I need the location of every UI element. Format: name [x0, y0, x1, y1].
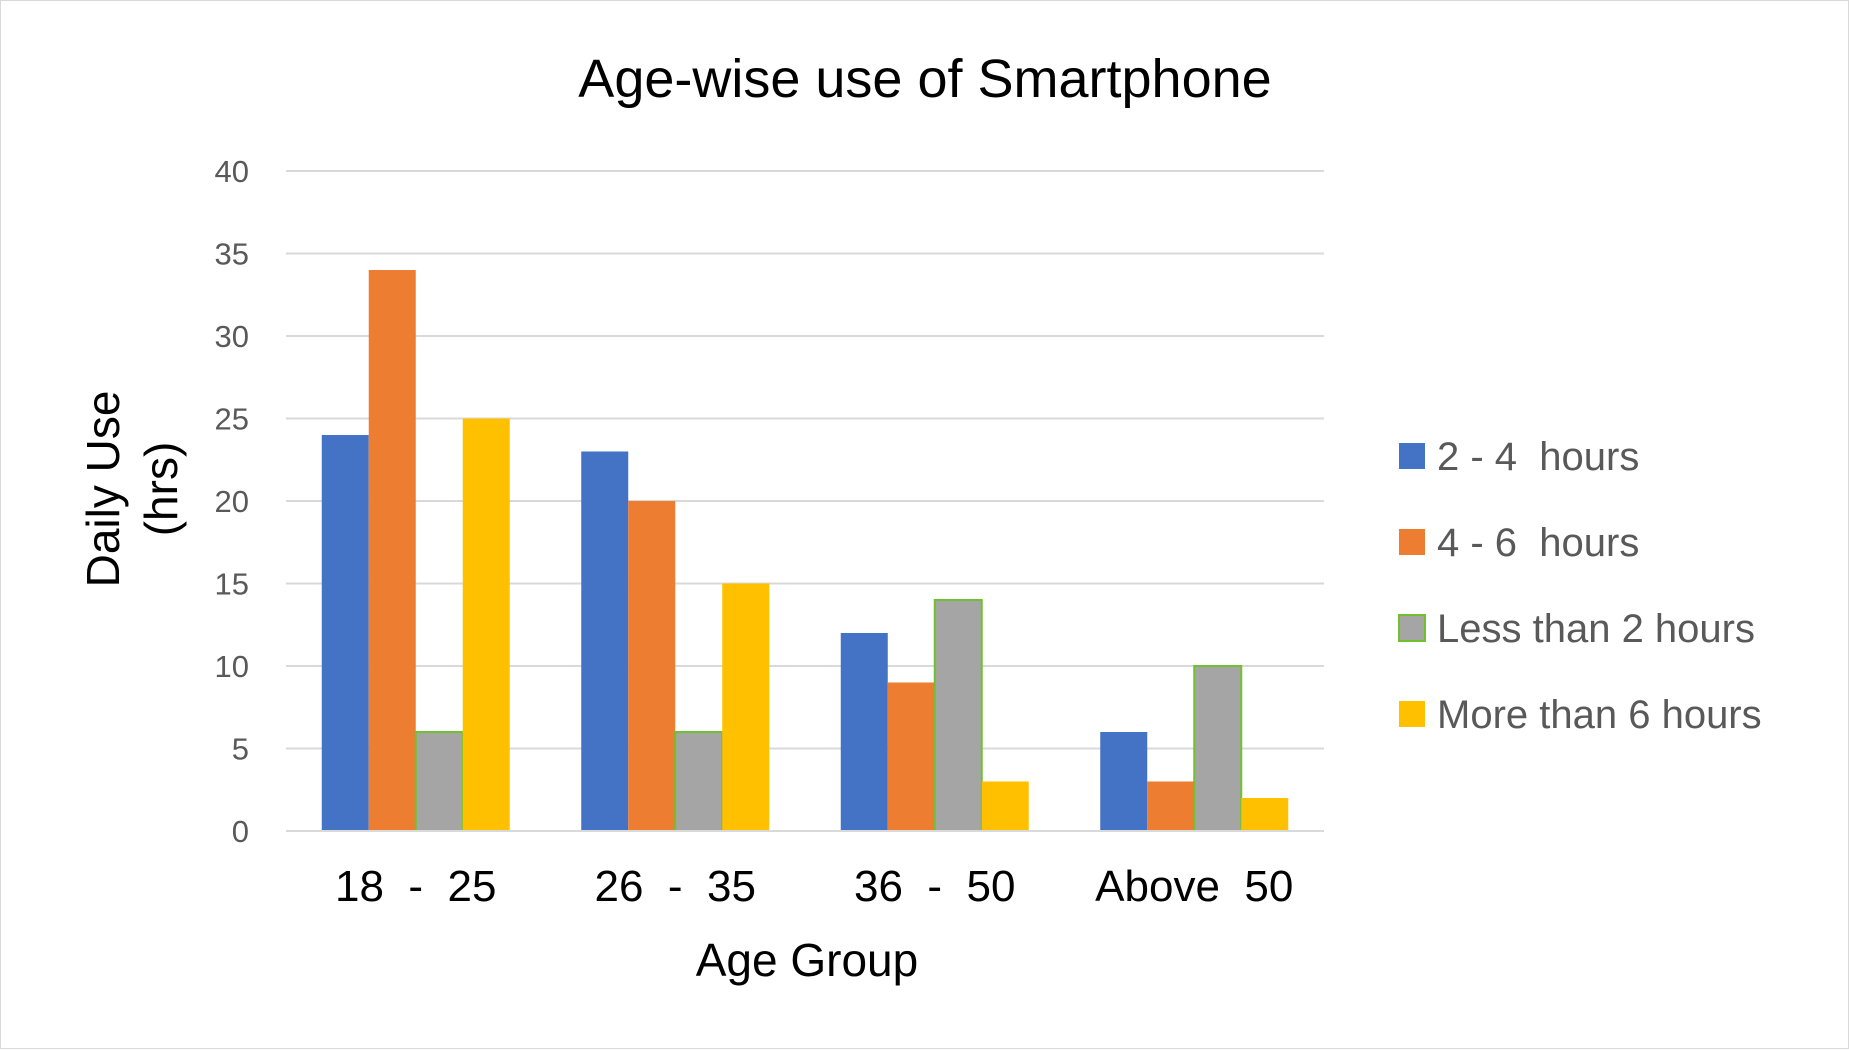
legend-swatch: [1399, 529, 1425, 555]
bar: [414, 731, 464, 832]
bars: [321, 270, 1289, 832]
bar: [981, 781, 1029, 831]
bar: [1147, 781, 1195, 831]
y-tick-label: 25: [215, 402, 249, 437]
x-tick-label: Above 50: [1095, 862, 1293, 911]
legend-label: More than 6 hours: [1437, 693, 1762, 737]
y-tick-label: 40: [215, 154, 249, 189]
bar: [581, 451, 629, 831]
y-tick-label: 5: [232, 732, 249, 767]
bar: [368, 270, 416, 831]
y-axis-title: Daily Use (hrs): [77, 391, 187, 588]
chart-title: Age-wise use of Smartphone: [578, 49, 1271, 109]
y-tick-label: 15: [215, 567, 249, 602]
legend-label: 4 - 6 hours: [1437, 521, 1639, 565]
y-tick-label: 0: [232, 814, 249, 849]
x-axis-ticks: 18 - 25 26 - 35 36 - 50 Above 50: [335, 862, 1293, 911]
legend-swatch: [1399, 701, 1425, 727]
x-axis-title: Age Group: [696, 934, 918, 986]
y-tick-label: 20: [215, 484, 249, 519]
legend-swatch: [1399, 443, 1425, 469]
y-tick-label: 30: [215, 319, 249, 354]
y-axis-title-line-2: (hrs): [135, 442, 187, 537]
legend-label: 2 - 4 hours: [1437, 435, 1639, 479]
bar: [1241, 798, 1289, 831]
bar: [462, 418, 510, 831]
legend-swatch: [1398, 614, 1426, 642]
gridlines: [286, 170, 1324, 750]
y-tick-label: 10: [215, 649, 249, 684]
bar: [628, 501, 676, 831]
bar: [933, 599, 983, 832]
y-axis-title-line-1: Daily Use: [77, 391, 129, 588]
x-tick-label: 18 - 25: [335, 862, 496, 911]
bar: [887, 682, 935, 831]
bar: [840, 633, 888, 831]
x-tick-label: 36 - 50: [854, 862, 1015, 911]
x-tick-label: 26 - 35: [595, 862, 756, 911]
bar: [674, 731, 724, 832]
y-tick-label: 35: [215, 237, 249, 272]
bar: [1100, 732, 1148, 831]
y-axis-ticks: 0 5 10 15 20 25 30 35 40: [215, 154, 249, 849]
bar: [321, 435, 369, 831]
legend: 2 - 4 hours 4 - 6 hours Less than 2 hours M…: [1398, 435, 1762, 737]
bar: [1193, 665, 1243, 832]
bar: [722, 583, 770, 831]
legend-label: Less than 2 hours: [1437, 607, 1755, 651]
